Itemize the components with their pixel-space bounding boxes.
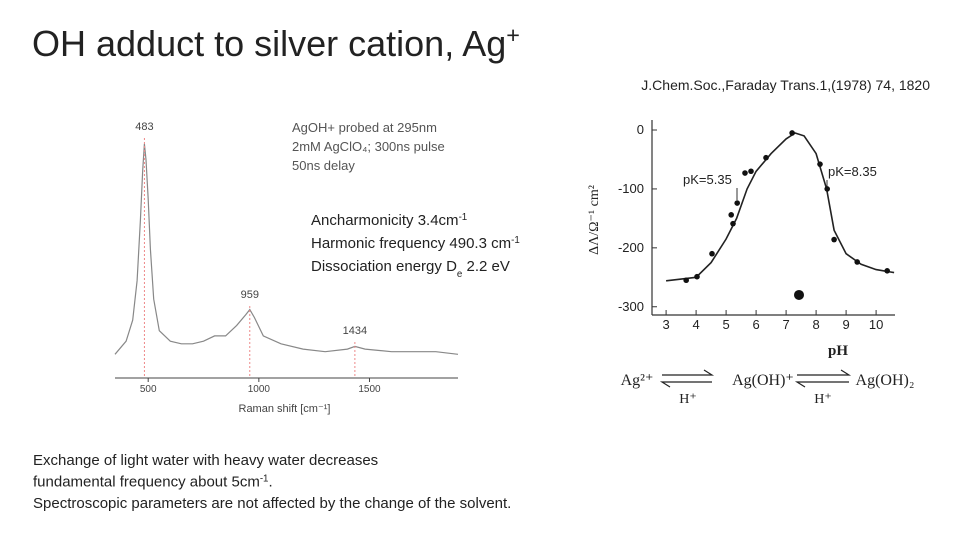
footer-line: fundamental frequency about 5cm-1.	[33, 473, 273, 491]
x-tick-label: 6	[752, 317, 759, 332]
y-tick-label: -300	[618, 299, 644, 314]
spectrum-line	[114, 143, 459, 355]
x-tick-label: 3	[662, 317, 669, 332]
data-point	[748, 168, 754, 175]
spectrum-legend: AgOH+ probed at 295nm	[292, 120, 437, 135]
annotation-line: Dissociation energy De 2.2 eV	[311, 258, 510, 280]
x-tick-label: 4	[692, 317, 699, 332]
slide-title: OH adduct to silver cation, Ag+	[32, 22, 520, 64]
annotation-line: Ancharmonicity 3.4cm-1	[311, 212, 467, 230]
x-axis-label: Raman shift [cm⁻¹]	[239, 403, 331, 415]
x-tick-label: 1500	[358, 384, 381, 395]
x-tick-label: 10	[869, 317, 883, 332]
data-point	[763, 154, 769, 161]
data-point	[789, 130, 795, 136]
data-point	[824, 186, 830, 192]
arrow-label: H⁺	[679, 392, 697, 407]
supscript: -1	[459, 212, 468, 223]
data-point	[730, 220, 736, 227]
data-point	[884, 268, 890, 274]
text-run: Dissociation energy D	[311, 258, 457, 275]
text-run: OH adduct to silver cation, Ag	[32, 23, 506, 64]
spectrum-legend: 50ns delay	[292, 158, 355, 173]
data-point	[709, 250, 715, 257]
peak-label: 483	[135, 121, 153, 133]
data-point	[817, 161, 823, 167]
pk-label: pK=5.35	[683, 172, 732, 187]
fit-curve	[666, 132, 895, 282]
text-run: 2.2 eV	[462, 258, 510, 275]
y-tick-label: 0	[637, 122, 644, 137]
supscript: -1	[511, 235, 520, 246]
supscript: -1	[260, 473, 269, 484]
citation: J.Chem.Soc.,Faraday Trans.1,(1978) 74, 1…	[641, 77, 930, 93]
x-axis-label: pH	[828, 343, 848, 359]
x-tick-label: 500	[140, 384, 157, 395]
pk-label: pK=8.35	[828, 164, 877, 179]
forward-arrow	[662, 369, 715, 376]
y-axis-label: ΔΛ/Ω⁻¹ cm²	[587, 185, 602, 255]
x-tick-label: 5	[722, 317, 729, 332]
peak-label: 959	[241, 289, 259, 301]
text-run: Exchange of light water with heavy water…	[33, 452, 378, 469]
text-run: Spectroscopic parameters are not affecte…	[33, 495, 511, 512]
peak-label: 1434	[343, 325, 367, 337]
data-point	[734, 200, 740, 206]
spectrum-legend: 2mM AgClO₄; 300ns pulse	[292, 139, 445, 154]
x-tick-label: 7	[782, 317, 789, 332]
text-run: .	[268, 474, 272, 491]
data-point	[694, 273, 700, 280]
forward-arrow	[797, 369, 852, 376]
text-run: Harmonic frequency 490.3 cm	[311, 235, 511, 252]
x-tick-label: 9	[842, 317, 849, 332]
x-tick-label: 8	[812, 317, 819, 332]
data-point	[831, 236, 837, 243]
species: Ag(OH)₂	[856, 372, 915, 389]
backward-arrow	[659, 381, 712, 388]
footer-line: Exchange of light water with heavy water…	[33, 452, 378, 469]
supscript: +	[506, 22, 520, 48]
equilibrium-arrows	[659, 369, 852, 388]
footer-line: Spectroscopic parameters are not affecte…	[33, 495, 511, 512]
arrow-label: H⁺	[814, 392, 832, 407]
data-point	[854, 259, 860, 265]
text-run: Ancharmonicity 3.4cm	[311, 212, 459, 229]
species: Ag²⁺	[621, 372, 654, 389]
data-point	[728, 212, 734, 218]
y-tick-label: -100	[618, 181, 644, 196]
species: Ag(OH)⁺	[732, 372, 794, 389]
subscript: e	[457, 269, 462, 280]
annotation-line: Harmonic frequency 490.3 cm-1	[311, 235, 520, 253]
text-run: fundamental frequency about 5cm	[33, 474, 260, 491]
backward-arrow	[794, 381, 849, 388]
large-point	[794, 289, 804, 300]
x-tick-label: 1000	[248, 384, 271, 395]
data-point	[683, 277, 689, 284]
data-point	[742, 170, 748, 176]
y-tick-label: -200	[618, 240, 644, 255]
